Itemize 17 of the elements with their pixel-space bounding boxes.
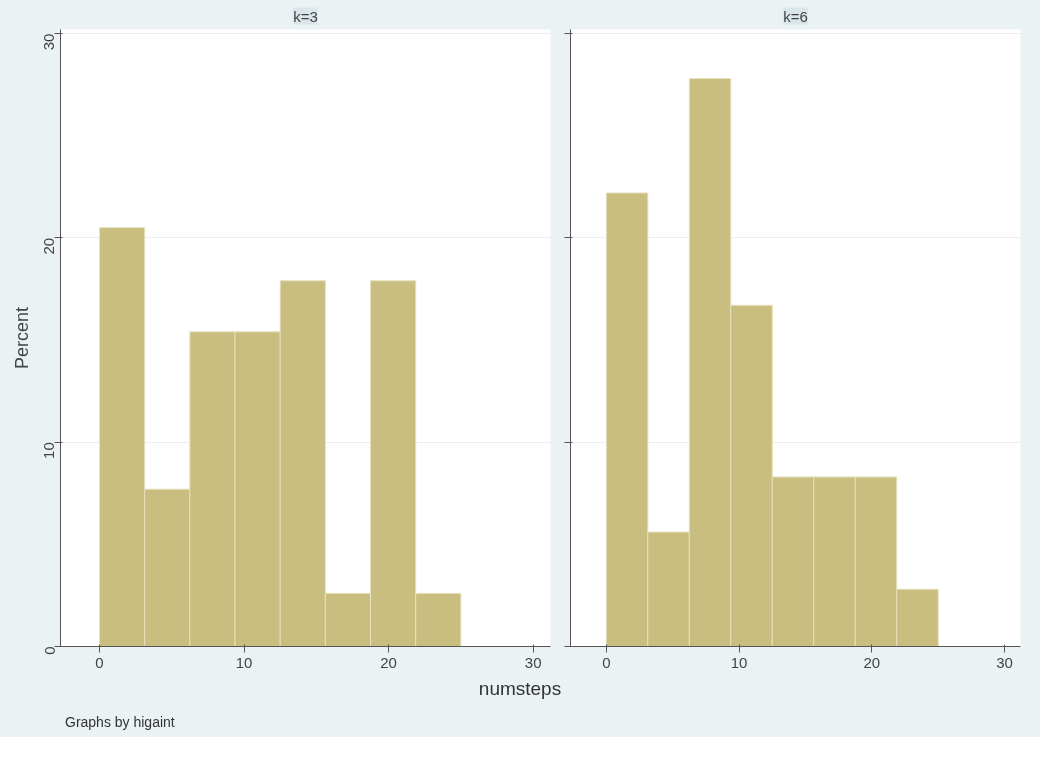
- x-tick-label: 0: [95, 653, 104, 671]
- chart-title: k=6: [783, 7, 808, 25]
- x-tick-label: 30: [524, 653, 542, 671]
- y-tick-label: 0: [40, 646, 58, 655]
- y-tick-label: 20: [40, 237, 58, 255]
- x-tick-label: 10: [730, 653, 748, 671]
- y-tick-label: 10: [40, 442, 58, 459]
- y-axis-title: Percent: [11, 306, 32, 370]
- y-tick-label: 30: [40, 33, 58, 51]
- x-tick-label: 10: [235, 653, 253, 671]
- text: Graphs by higaint: [65, 713, 175, 733]
- chart-title: k=3: [293, 7, 318, 25]
- x-tick-label: 20: [863, 653, 881, 671]
- x-tick-label: 30: [996, 653, 1013, 671]
- x-tick-label: 20: [380, 653, 397, 671]
- x-axis-title: numsteps: [478, 677, 562, 701]
- x-tick-label: 0: [602, 653, 611, 671]
